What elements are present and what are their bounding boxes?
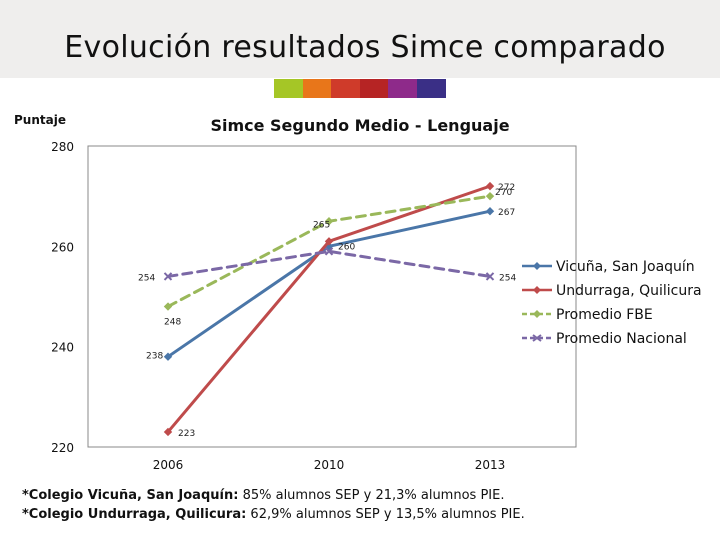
data-label: 265 [313, 220, 330, 230]
color-swatch [359, 79, 389, 98]
data-label: 248 [164, 318, 181, 328]
legend-label: Vicuña, San Joaquín [556, 259, 695, 275]
legend-item: Promedio Nacional [520, 330, 720, 354]
y-tick-label: 240 [51, 341, 74, 355]
data-label: 272 [498, 183, 515, 193]
legend-label: Promedio FBE [556, 307, 653, 323]
data-label: 267 [498, 208, 515, 218]
color-swatch-bar [274, 79, 446, 98]
legend-swatch-icon [522, 310, 552, 318]
series-line [166, 209, 492, 359]
data-label: 254 [138, 273, 155, 283]
color-swatch [331, 79, 360, 98]
data-label: 260 [338, 242, 355, 252]
data-point-marker [324, 247, 334, 256]
data-point-marker [163, 352, 173, 361]
color-swatch [416, 79, 446, 98]
y-axis-label: Puntaje [14, 113, 66, 127]
legend-label: Promedio Nacional [556, 331, 687, 347]
data-point-marker [324, 237, 334, 246]
legend-swatch-icon [522, 334, 552, 342]
legend-item: Promedio FBE [520, 306, 720, 330]
legend-swatch-icon [522, 286, 552, 294]
plot-area-border [87, 145, 577, 448]
y-tick-label: 280 [51, 140, 74, 154]
x-tick-label: 2006 [153, 458, 184, 472]
data-point-marker [485, 181, 495, 191]
x-tick-label: 2010 [314, 458, 345, 472]
footnote-vicuna: *Colegio Vicuña, San Joaquín: 85% alumno… [22, 486, 525, 505]
footnotes: *Colegio Vicuña, San Joaquín: 85% alumno… [22, 486, 525, 524]
data-label: 238 [146, 352, 163, 362]
footnote-text: 85% alumnos SEP y 21,3% alumnos PIE. [238, 488, 505, 503]
data-point-marker [163, 427, 173, 437]
color-swatch [302, 79, 332, 98]
y-tick-label: 260 [51, 240, 74, 254]
legend-swatch-icon [522, 262, 552, 270]
footnote-school-name: *Colegio Vicuña, San Joaquín: [22, 488, 239, 503]
footnote-school-name: *Colegio Undurraga, Quilicura: [22, 507, 247, 522]
color-swatch [388, 79, 417, 98]
data-point-marker [163, 302, 173, 311]
legend-item: Undurraga, Quilicura [520, 282, 720, 306]
legend-item: Vicuña, San Joaquín [520, 258, 720, 282]
series-line [166, 249, 492, 278]
legend-label: Undurraga, Quilicura [556, 283, 702, 299]
data-point-marker [485, 191, 495, 201]
y-tick-label: 220 [51, 441, 74, 455]
chart-title: Simce Segundo Medio - Lenguaje [210, 116, 510, 135]
data-label: 270 [495, 188, 512, 198]
header-band: Evolución resultados Simce comparado [0, 0, 720, 78]
data-label: 223 [178, 429, 195, 439]
data-point-marker [324, 217, 334, 226]
page-title: Evolución resultados Simce comparado [64, 30, 666, 65]
data-point-marker [485, 272, 495, 281]
color-swatch [274, 79, 303, 98]
footnote-undurraga: *Colegio Undurraga, Quilicura: 62,9% alu… [22, 505, 525, 524]
data-label: 254 [499, 273, 516, 283]
x-tick-label: 2013 [475, 458, 506, 472]
data-point-marker [163, 272, 173, 281]
data-point-marker [485, 207, 495, 216]
footnote-text: 62,9% alumnos SEP y 13,5% alumnos PIE. [246, 507, 525, 522]
